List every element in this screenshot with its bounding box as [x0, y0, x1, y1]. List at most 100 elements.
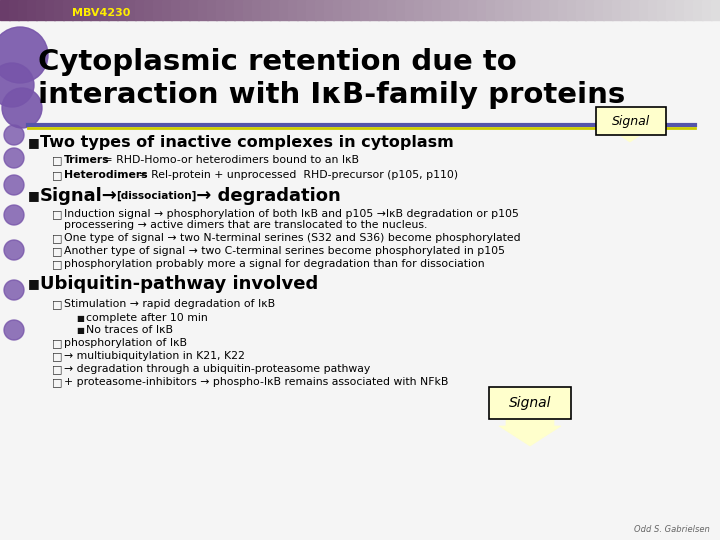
Bar [477, 0, 487, 20]
Bar [234, 0, 244, 20]
Bar [0, 0, 10, 20]
FancyArrow shape [596, 112, 664, 142]
Text: = Rel-protein + unprocessed  RHD-precursor (p105, p110): = Rel-protein + unprocessed RHD-precurso… [135, 170, 458, 180]
Bar [90, 0, 100, 20]
Text: MBV4230: MBV4230 [72, 8, 130, 18]
Bar [603, 0, 613, 20]
Bar [576, 0, 586, 20]
Bar [261, 0, 271, 20]
Text: → degradation through a ubiquitin-proteasome pathway: → degradation through a ubiquitin-protea… [64, 364, 370, 374]
Bar [216, 0, 226, 20]
Bar [198, 0, 208, 20]
Bar [9, 0, 19, 20]
Bar [153, 0, 163, 20]
Bar [135, 0, 145, 20]
Text: Trimers: Trimers [64, 155, 109, 165]
Bar [270, 0, 280, 20]
Text: □: □ [52, 377, 63, 387]
Bar [342, 0, 352, 20]
Bar [108, 0, 118, 20]
Bar [279, 0, 289, 20]
Bar [522, 0, 532, 20]
Circle shape [4, 320, 24, 340]
Text: Cytoplasmic retention due to: Cytoplasmic retention due to [38, 48, 517, 76]
Bar [504, 0, 514, 20]
Text: → multiubiquitylation in K21, K22: → multiubiquitylation in K21, K22 [64, 351, 245, 361]
Bar [639, 0, 649, 20]
Bar [99, 0, 109, 20]
Text: Signal: Signal [612, 114, 650, 127]
Text: [dissociation]: [dissociation] [116, 191, 197, 201]
Bar [396, 0, 406, 20]
Text: phosphorylation of IκB: phosphorylation of IκB [64, 338, 187, 348]
Bar [702, 0, 712, 20]
Text: Ubiquitin-pathway involved: Ubiquitin-pathway involved [40, 275, 318, 293]
Bar [144, 0, 154, 20]
Circle shape [4, 280, 24, 300]
Bar [414, 0, 424, 20]
Bar [333, 0, 343, 20]
Bar [630, 0, 640, 20]
Text: □: □ [52, 233, 63, 243]
Bar [315, 0, 325, 20]
Bar [441, 0, 451, 20]
Text: ■: ■ [28, 278, 40, 291]
Text: □: □ [52, 351, 63, 361]
Text: □: □ [52, 364, 63, 374]
Text: □: □ [52, 170, 63, 180]
Bar [369, 0, 379, 20]
Bar [180, 0, 190, 20]
Bar [432, 0, 442, 20]
Bar [513, 0, 523, 20]
Circle shape [4, 125, 24, 145]
Text: Stimulation → rapid degradation of IκB: Stimulation → rapid degradation of IκB [64, 299, 275, 309]
Bar [288, 0, 298, 20]
Text: Heterodimers: Heterodimers [64, 170, 148, 180]
Bar [243, 0, 253, 20]
Text: ■: ■ [76, 326, 84, 334]
FancyBboxPatch shape [489, 387, 571, 419]
Bar [594, 0, 604, 20]
Bar [360, 0, 370, 20]
Circle shape [4, 175, 24, 195]
Text: No traces of IκB: No traces of IκB [86, 325, 173, 335]
Text: Signal→: Signal→ [40, 187, 118, 205]
Text: □: □ [52, 299, 63, 309]
Bar [423, 0, 433, 20]
Text: interaction with IκB-family proteins: interaction with IκB-family proteins [38, 81, 625, 109]
Text: → degradation: → degradation [190, 187, 341, 205]
Bar [450, 0, 460, 20]
Bar [297, 0, 307, 20]
Circle shape [0, 27, 48, 83]
Bar [693, 0, 703, 20]
Circle shape [0, 63, 34, 107]
Text: ■: ■ [28, 190, 40, 202]
Bar [648, 0, 658, 20]
Bar [162, 0, 172, 20]
Text: Induction signal → phosphorylation of both IκB and p105 →IκB degradation or p105: Induction signal → phosphorylation of bo… [64, 209, 519, 219]
Bar [684, 0, 694, 20]
Bar [81, 0, 91, 20]
Bar [63, 0, 73, 20]
Text: Odd S. Gabrielsen: Odd S. Gabrielsen [634, 525, 710, 534]
Bar [252, 0, 262, 20]
Bar [486, 0, 496, 20]
Text: Another type of signal → two C-terminal serines become phosphorylated in p105: Another type of signal → two C-terminal … [64, 246, 505, 256]
Text: □: □ [52, 209, 63, 219]
Bar [36, 0, 46, 20]
Text: Signal: Signal [509, 396, 552, 410]
Bar [126, 0, 136, 20]
Bar [207, 0, 217, 20]
Circle shape [2, 88, 42, 128]
Text: complete after 10 min: complete after 10 min [86, 313, 208, 323]
Text: □: □ [52, 246, 63, 256]
Text: + proteasome-inhibitors → phospho-IκB remains associated with NFkB: + proteasome-inhibitors → phospho-IκB re… [64, 377, 449, 387]
Text: processering → active dimers that are translocated to the nucleus.: processering → active dimers that are tr… [64, 220, 428, 230]
Text: phosphorylation probably more a signal for degradation than for dissociation: phosphorylation probably more a signal f… [64, 259, 485, 269]
FancyBboxPatch shape [596, 107, 666, 135]
Bar [171, 0, 181, 20]
Circle shape [4, 240, 24, 260]
Text: □: □ [52, 259, 63, 269]
Bar [72, 0, 82, 20]
FancyArrow shape [499, 418, 561, 446]
